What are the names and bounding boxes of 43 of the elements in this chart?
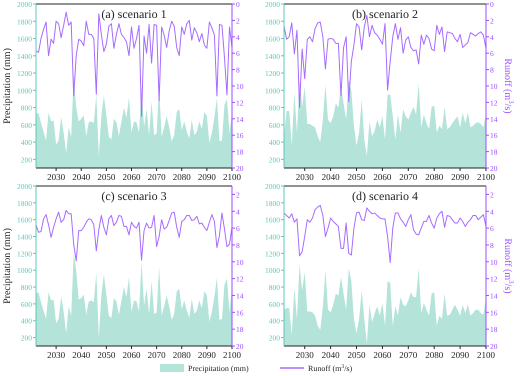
x-tick-label: 2050 [97, 350, 116, 360]
chart-title: (d) scenario 4 [352, 189, 418, 203]
x-tick-label: 2070 [148, 350, 166, 360]
x-tick-label: 2040 [322, 172, 340, 182]
x-tick-label: 2060 [122, 172, 141, 182]
x-tick-label: 2080 [425, 350, 444, 360]
x-tick-label: 2030 [47, 172, 66, 182]
legend-label: Runoff (m$^{3}$/s) [308, 364, 353, 373]
x-tick-label: 2030 [296, 350, 314, 360]
line-series [284, 204, 486, 264]
x-tick-label: 2100 [223, 172, 242, 182]
x-tick-label: 2100 [223, 350, 242, 360]
x-tick-label: 2030 [47, 350, 66, 360]
x-tick-label: 2090 [451, 350, 470, 360]
line-series [36, 12, 232, 117]
x-tick-label: 2060 [122, 350, 141, 360]
x-tick-label: 2070 [148, 172, 166, 182]
x-tick-label: 2050 [348, 172, 366, 182]
x-tick-label: 2080 [172, 172, 192, 182]
x-tick-label: 2030 [296, 172, 314, 182]
x-tick-label: 2040 [72, 350, 91, 360]
line-series [36, 210, 232, 262]
x-tick-label: 2070 [399, 350, 418, 360]
x-tick-label: 2090 [198, 350, 216, 360]
x-tick-label: 2090 [198, 172, 216, 182]
x-tick-label: 2060 [373, 172, 392, 182]
y-axis-title: Precipitation (mm) [2, 48, 13, 124]
x-tick-label: 2040 [72, 172, 91, 182]
chart-title: (b) scenario 2 [352, 7, 418, 21]
chart-title: (a) scenario 1 [101, 7, 167, 21]
x-tick-label: 2100 [477, 350, 496, 360]
x-tick-label: 2080 [172, 350, 192, 360]
x-tick-label: 2040 [322, 350, 340, 360]
legend-label: Precipitation (mm) [188, 364, 249, 373]
x-tick-label: 2060 [373, 350, 392, 360]
y-axis-title: Precipitation (mm) [2, 228, 13, 304]
x-tick-label: 2090 [451, 172, 470, 182]
x-tick-label: 2050 [348, 350, 366, 360]
x-tick-label: 2080 [425, 172, 444, 182]
x-tick-label: 2100 [477, 172, 496, 182]
chart-title: (c) scenario 3 [101, 189, 167, 203]
x-tick-label: 2070 [399, 172, 418, 182]
x-tick-label: 2050 [97, 172, 116, 182]
